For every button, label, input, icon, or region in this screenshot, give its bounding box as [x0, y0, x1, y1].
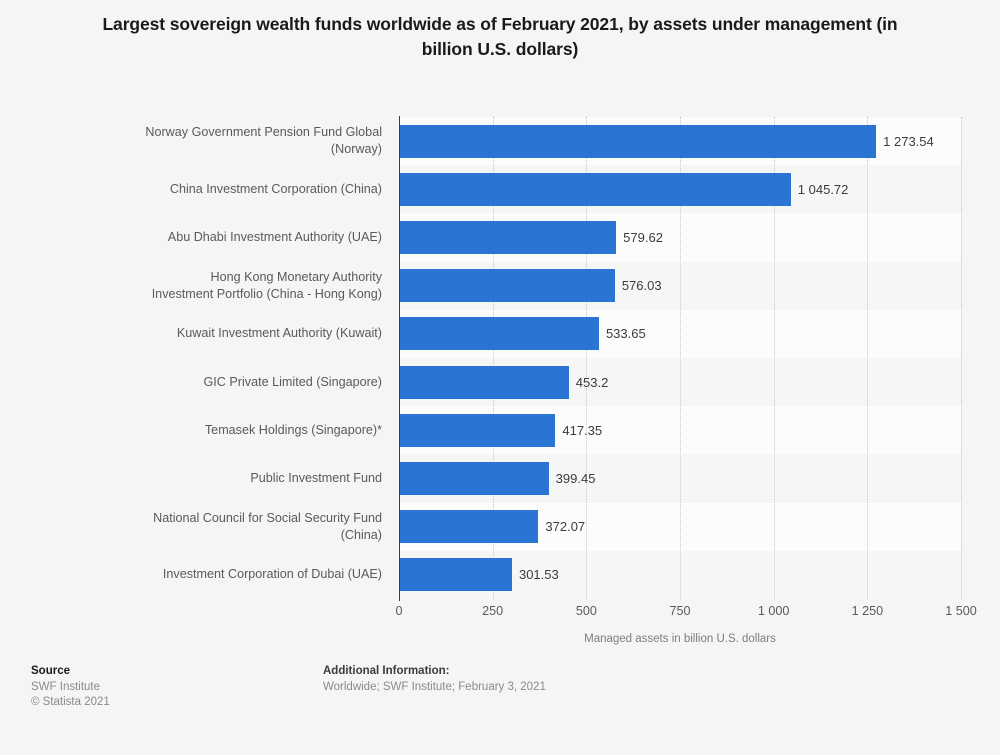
category-label: Public Investment Fund [99, 470, 399, 487]
bar[interactable] [399, 365, 569, 399]
x-tick-label: 500 [575, 604, 597, 618]
bar[interactable] [399, 172, 791, 206]
bar-value-label: 533.65 [605, 326, 646, 342]
category-label-line: Public Investment Fund [250, 471, 382, 485]
gridline [680, 117, 681, 599]
x-tick-label: 250 [482, 604, 504, 618]
x-tick-label: 750 [669, 604, 691, 618]
additional-info-text: Worldwide; SWF Institute; February 3, 20… [323, 681, 546, 693]
gridline [961, 117, 962, 599]
category-label: Temasek Holdings (Singapore)* [99, 422, 399, 439]
additional-info-heading: Additional Information: [323, 665, 450, 677]
bar-value-label: 372.07 [545, 519, 586, 535]
x-tick-label: 1 250 [851, 604, 884, 618]
bar[interactable] [399, 510, 539, 544]
footer: Source SWF Institute © Statista 2021 Add… [0, 664, 1000, 724]
category-label: Abu Dhabi Investment Authority (UAE) [99, 229, 399, 246]
bar-value-label: 301.53 [518, 567, 559, 583]
category-axis-labels: Norway Government Pension Fund Global (No… [82, 117, 399, 599]
source-name: SWF Institute [31, 681, 101, 693]
footer-source-block: Source SWF Institute © Statista 2021 [31, 664, 110, 710]
x-axis-title: Managed assets in billion U.S. dollars [584, 633, 776, 645]
source-heading: Source [31, 665, 70, 677]
category-label-line: Kuwait Investment Authority (Kuwait) [176, 326, 382, 341]
gridline [586, 117, 588, 599]
copyright-notice: © Statista 2021 [31, 696, 110, 708]
category-label-line: GIC Private Limited (Singapore) [203, 374, 382, 389]
bar-value-label: 579.62 [623, 230, 663, 245]
bar-value-label: 453.2 [575, 374, 609, 390]
category-label: Norway Government Pension Fund Global (No… [99, 124, 399, 158]
category-label-line: Investment Portfolio (China - Hong Kong) [151, 286, 382, 301]
bar[interactable] [399, 413, 556, 447]
x-tick-label: 0 [395, 604, 403, 618]
bar-value-label: 417.35 [562, 422, 603, 438]
category-label: GIC Private Limited (Singapore) [99, 374, 399, 391]
category-label-line: Investment Corporation of Dubai (UAE) [162, 567, 382, 582]
category-label-line: Norway Government Pension Fund Global [145, 125, 382, 140]
category-label-line: Abu Dhabi Investment Authority (UAE) [167, 230, 382, 244]
bar[interactable] [399, 558, 512, 592]
chart-container: 1 273.54 1 045.72 579.62 576.03 533.65 453.2 4… [0, 12, 1000, 755]
category-label-line: National Council for Social Security Fun… [153, 510, 382, 525]
bar[interactable] [399, 124, 877, 158]
footer-additional-block: Additional Information: Worldwide; SWF I… [323, 664, 546, 695]
x-tick-label: 1 500 [945, 604, 977, 618]
category-label: Hong Kong Monetary Authority Investment P… [99, 269, 399, 303]
category-label-line: (Norway) [330, 142, 382, 157]
bar[interactable] [399, 269, 615, 303]
gridline [867, 117, 869, 599]
category-label: Investment Corporation of Dubai (UAE) [99, 566, 399, 583]
gridline [492, 117, 494, 599]
y-axis-line [399, 116, 400, 601]
bar-value-label: 1 045.72 [797, 181, 849, 197]
category-label-line: China Investment Corporation (China) [169, 181, 382, 196]
bar-value-label: 399.45 [555, 471, 596, 486]
bar[interactable] [399, 317, 599, 351]
bar-value-label: 1 273.54 [883, 133, 934, 149]
x-tick-label: 1 000 [757, 604, 790, 618]
bar[interactable] [399, 462, 549, 495]
plot-area: 1 273.54 1 045.72 579.62 576.03 533.65 453.2 4… [399, 117, 962, 599]
category-label-line: Hong Kong Monetary Authority [210, 269, 382, 284]
gridline [773, 117, 775, 599]
bar[interactable] [399, 221, 617, 254]
bar-value-label: 576.03 [621, 278, 662, 294]
category-label: Kuwait Investment Authority (Kuwait) [99, 325, 399, 342]
category-label-line: (China) [340, 527, 382, 542]
page-title: Largest sovereign wealth funds worldwide… [102, 14, 898, 60]
category-label: National Council for Social Security Fun… [99, 510, 399, 544]
category-label: China Investment Corporation (China) [99, 181, 399, 198]
category-label-line: Temasek Holdings (Singapore)* [204, 422, 382, 437]
